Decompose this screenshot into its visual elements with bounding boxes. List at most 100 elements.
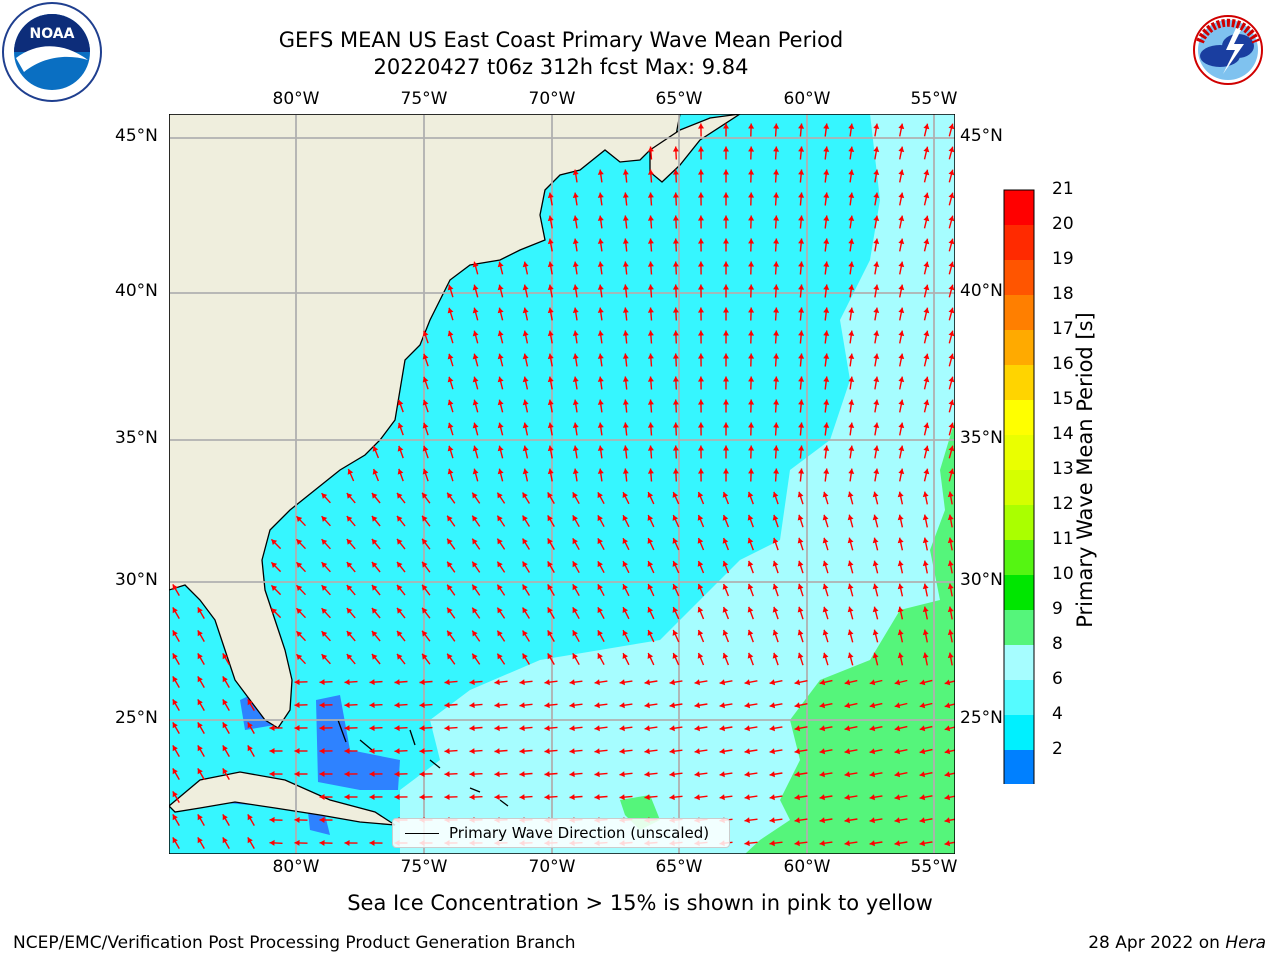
wave-arrow-head	[372, 469, 379, 475]
wave-arrow-head	[497, 607, 503, 614]
wave-arrow-head	[397, 399, 404, 406]
wave-arrow-head	[597, 169, 604, 175]
wave-arrow-head	[869, 725, 876, 732]
wave-arrow-head	[797, 583, 804, 590]
wave-arrow-head	[923, 376, 930, 383]
wave-arrow-head	[296, 539, 303, 545]
wave-arrow-head	[572, 376, 579, 382]
colorbar-tick-label: 8	[1052, 634, 1063, 654]
wave-arrow-head	[497, 399, 504, 406]
wave-arrow-head	[622, 445, 629, 451]
wave-arrow-head	[672, 607, 679, 613]
wave-arrow-head	[172, 630, 178, 637]
wave-arrow-head	[622, 353, 629, 359]
wave-arrow-head	[647, 561, 654, 567]
wave-arrow-head	[823, 261, 830, 267]
colorbar-tick-label: 16	[1052, 354, 1074, 374]
wave-arrow-head	[848, 146, 855, 152]
wave-arrow-head	[497, 330, 504, 337]
map-title: GEFS MEAN US East Coast Primary Wave Mea…	[278, 28, 844, 52]
wave-arrow-head	[444, 725, 450, 732]
wave-arrow-head	[948, 261, 955, 268]
wave-arrow-head	[447, 445, 454, 452]
wave-arrow-head	[744, 725, 750, 732]
wave-arrow-head	[794, 702, 801, 709]
noaa-logo: NOAA	[2, 2, 102, 102]
wave-arrow-head	[472, 584, 478, 591]
credit-text: NCEP/EMC/Verification Post Processing Pr…	[13, 933, 576, 953]
wave-arrow-head	[622, 169, 629, 175]
wave-arrow-head	[569, 748, 575, 755]
wave-arrow-head	[744, 817, 750, 824]
wave-arrow-head	[747, 652, 754, 659]
wave-arrow-head	[344, 725, 350, 731]
wave-arrow-head	[469, 679, 475, 686]
wave-arrow-head	[798, 261, 805, 267]
wave-arrow-head	[847, 560, 854, 567]
wave-arrow-head	[647, 607, 654, 613]
wave-arrow-head	[319, 725, 325, 731]
wave-arrow-head	[794, 748, 800, 755]
wave-arrow-head	[844, 702, 851, 709]
wave-arrow-head	[597, 607, 603, 614]
map-legend: Primary Wave Direction (unscaled)	[392, 818, 730, 848]
wave-arrow-head	[172, 722, 178, 729]
nova-scotia-landmass	[649, 114, 741, 183]
wave-arrow-head	[619, 771, 625, 778]
wave-arrow-head	[698, 422, 704, 428]
wave-arrow-head	[472, 445, 479, 452]
wave-arrow-head	[919, 725, 926, 732]
wave-arrow-head	[773, 353, 780, 359]
wave-arrow-head	[919, 840, 925, 847]
wave-arrow-head	[747, 583, 754, 590]
wave-arrow-head	[747, 491, 754, 498]
wave-arrow-head	[822, 652, 829, 659]
wave-arrow-head	[872, 606, 879, 613]
colorbar-tick-label: 12	[1052, 494, 1074, 514]
wave-arrow-head	[948, 192, 955, 199]
wave-arrow-head	[597, 515, 603, 522]
wave-arrow-head	[822, 560, 829, 567]
wave-arrow-head	[797, 560, 804, 567]
wave-arrow-head	[897, 537, 904, 544]
wave-arrow-head	[422, 584, 428, 591]
colorbar-segment	[1004, 365, 1034, 400]
wave-arrow-head	[669, 725, 675, 732]
wave-arrow-head	[394, 702, 400, 709]
colorbar-segment	[1004, 505, 1034, 540]
wave-arrow-head	[647, 584, 654, 590]
wave-arrow-head	[773, 422, 780, 428]
wave-arrow-head	[247, 722, 253, 729]
wave-arrow-head	[748, 353, 755, 359]
wave-arrow-head	[644, 771, 650, 778]
wave-arrow-head	[672, 584, 679, 590]
wave-arrow-head	[472, 422, 479, 429]
wave-arrow-head	[744, 840, 750, 847]
wave-arrow-head	[698, 376, 704, 382]
wave-arrow-head	[321, 654, 328, 660]
wave-arrow-head	[844, 771, 851, 778]
wave-arrow-head	[844, 817, 850, 824]
wave-arrow-head	[847, 606, 854, 613]
period-9-10-region	[745, 420, 955, 854]
wave-arrow-head	[944, 840, 951, 847]
wave-arrow-head	[798, 330, 805, 336]
wave-arrow-head	[747, 606, 754, 613]
wave-arrow-head	[346, 562, 353, 568]
wave-arrow-head	[922, 537, 929, 544]
wave-arrow-head	[547, 538, 553, 545]
wave-arrow-head	[794, 794, 800, 801]
colorbar-segment	[1004, 680, 1034, 715]
legend-line-icon	[405, 832, 439, 834]
wave-arrow-head	[672, 468, 679, 474]
wave-arrow-head	[848, 399, 855, 405]
wave-arrow-head	[597, 284, 604, 290]
wave-arrow-head	[497, 492, 503, 499]
wave-arrow-head	[672, 422, 679, 428]
wave-arrow-head	[619, 748, 625, 755]
wave-arrow-head	[319, 771, 325, 777]
wave-arrow-head	[898, 353, 905, 360]
wave-arrow-head	[748, 261, 755, 267]
wave-arrow-head	[948, 169, 955, 176]
wave-arrow-head	[644, 679, 650, 686]
